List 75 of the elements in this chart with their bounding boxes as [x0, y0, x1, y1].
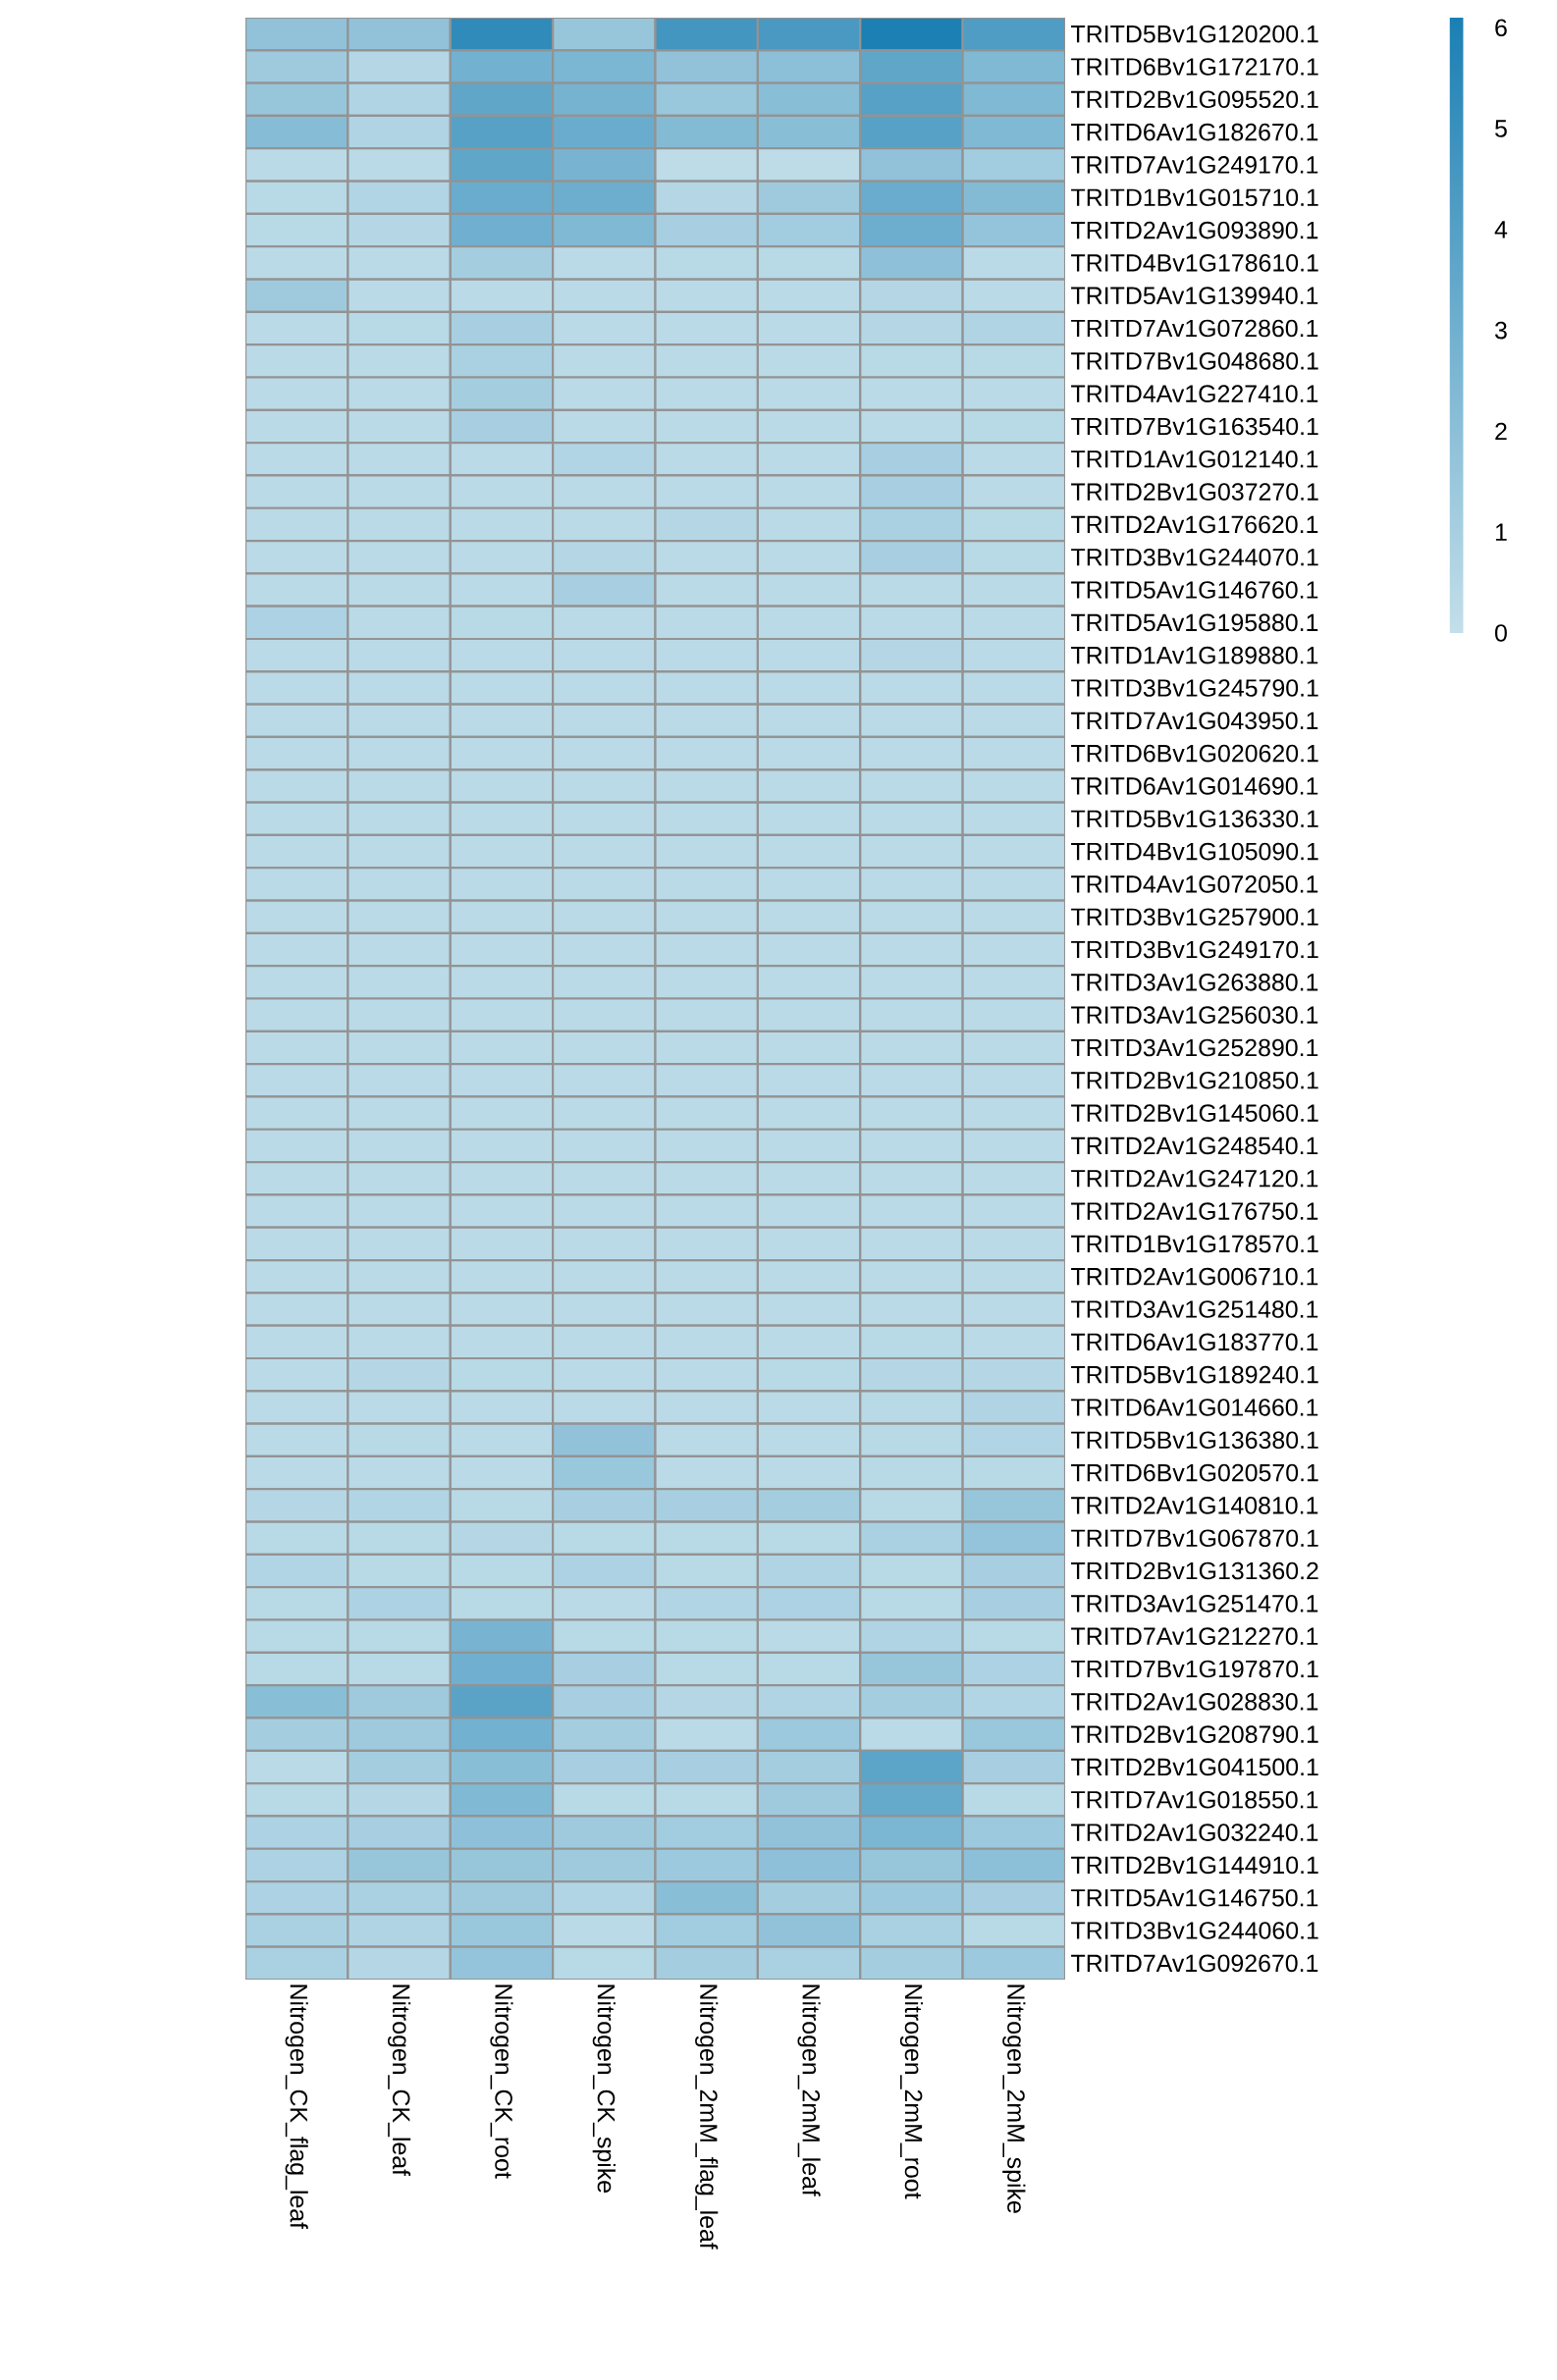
y-tick-label: TRITD1Bv1G015710.1 — [1071, 188, 1318, 207]
color-bar-label: 5 — [1495, 120, 1507, 137]
y-tick-label: TRITD2Bv1G210850.1 — [1071, 1071, 1318, 1089]
x-tick-label: Nitrogen_2mM_leaf — [797, 1984, 821, 2196]
y-tick-label: TRITD5Bv1G120200.1 — [1071, 25, 1318, 43]
color-bar-label: 3 — [1494, 321, 1507, 340]
y-tick-label: TRITD1Av1G189880.1 — [1071, 646, 1318, 664]
y-tick-label: TRITD2Bv1G144910.1 — [1071, 1856, 1318, 1875]
y-tick-label: TRITD3Bv1G244060.1 — [1071, 1922, 1318, 1939]
y-tick-label: TRITD4Av1G072050.1 — [1071, 875, 1318, 893]
y-tick-label: TRITD7Av1G018550.1 — [1071, 1790, 1318, 1809]
color-bar-label: 0 — [1495, 624, 1507, 642]
y-tick-label: TRITD5Bv1G136380.1 — [1071, 1431, 1318, 1450]
y-tick-label: TRITD5Bv1G136330.1 — [1071, 810, 1318, 828]
y-tick-label: TRITD6Av1G182670.1 — [1071, 123, 1318, 141]
y-tick-label: TRITD5Av1G146750.1 — [1071, 1888, 1318, 1907]
y-tick-label: TRITD6Av1G014690.1 — [1071, 777, 1318, 795]
y-tick-label: TRITD4Av1G227410.1 — [1071, 385, 1318, 402]
y-tick-label: TRITD2Av1G006710.1 — [1071, 1267, 1318, 1286]
y-tick-label: TRITD3Bv1G245790.1 — [1071, 679, 1318, 697]
y-tick-label: TRITD3Bv1G257900.1 — [1071, 908, 1318, 926]
y-tick-label: TRITD6Av1G183770.1 — [1071, 1333, 1318, 1351]
y-tick-label: TRITD7Bv1G067870.1 — [1071, 1529, 1318, 1548]
y-tick-label: TRITD2Bv1G131360.2 — [1071, 1561, 1318, 1580]
x-tick-label: Nitrogen_2mM_flag_leaf — [695, 1984, 719, 2249]
y-tick-label: TRITD7Av1G072860.1 — [1071, 319, 1318, 338]
y-tick-label: TRITD7Av1G212270.1 — [1071, 1627, 1318, 1645]
y-tick-label: TRITD3Av1G252890.1 — [1071, 1038, 1318, 1057]
y-tick-label: TRITD5Av1G139940.1 — [1071, 287, 1318, 305]
y-tick-label: TRITD3Av1G263880.1 — [1071, 974, 1318, 991]
x-tick-label: Nitrogen_2mM_root — [899, 1984, 924, 2199]
y-tick-label: TRITD7Bv1G197870.1 — [1071, 1660, 1318, 1678]
y-tick-label: TRITD2Av1G248540.1 — [1071, 1137, 1318, 1155]
y-tick-label: TRITD1Bv1G178570.1 — [1071, 1235, 1318, 1253]
y-tick-label: TRITD7Av1G092670.1 — [1071, 1954, 1318, 1973]
y-tick-label: TRITD2Av1G247120.1 — [1071, 1169, 1318, 1188]
y-tick-label: TRITD3Bv1G249170.1 — [1071, 940, 1318, 959]
y-tick-label: TRITD7Av1G043950.1 — [1071, 712, 1318, 730]
y-tick-label: TRITD6Bv1G020620.1 — [1071, 744, 1318, 763]
y-tick-label: TRITD2Bv1G095520.1 — [1071, 90, 1318, 109]
color-bar-label: 1 — [1495, 523, 1507, 541]
y-tick-label: TRITD2Av1G140810.1 — [1071, 1497, 1318, 1514]
y-tick-label: TRITD2Bv1G208790.1 — [1071, 1725, 1318, 1743]
x-tick-label: Nitrogen_CK_spike — [592, 1984, 616, 2193]
y-tick-label: TRITD3Av1G256030.1 — [1071, 1006, 1318, 1024]
y-tick-label: TRITD4Bv1G178610.1 — [1071, 254, 1318, 272]
y-tick-label: TRITD7Av1G249170.1 — [1071, 156, 1318, 174]
y-tick-label: TRITD5Bv1G189240.1 — [1071, 1365, 1318, 1384]
y-tick-label: TRITD6Bv1G172170.1 — [1071, 58, 1318, 76]
color-bar-label: 4 — [1494, 221, 1508, 238]
y-tick-label: TRITD1Av1G012140.1 — [1071, 450, 1318, 468]
x-tick-label: Nitrogen_CK_leaf — [387, 1984, 411, 2177]
y-tick-label: TRITD3Av1G251480.1 — [1071, 1300, 1318, 1318]
color-bar-label: 6 — [1495, 19, 1507, 37]
x-tick-label: Nitrogen_CK_flag_leaf — [285, 1984, 308, 2230]
color-bar-label: 2 — [1495, 422, 1507, 441]
y-tick-label: TRITD2Bv1G037270.1 — [1071, 483, 1318, 501]
y-tick-label: TRITD6Av1G014660.1 — [1071, 1399, 1318, 1416]
y-tick-label: TRITD2Av1G176620.1 — [1071, 515, 1318, 534]
y-tick-label: TRITD2Av1G028830.1 — [1071, 1692, 1318, 1711]
y-tick-label: TRITD7Bv1G163540.1 — [1071, 417, 1318, 436]
y-tick-label: TRITD2Av1G176750.1 — [1071, 1202, 1318, 1220]
y-tick-label: TRITD2Bv1G145060.1 — [1071, 1104, 1318, 1122]
y-tick-label: TRITD5Av1G195880.1 — [1071, 613, 1318, 632]
y-tick-label: TRITD3Av1G251470.1 — [1071, 1595, 1318, 1613]
y-tick-label: TRITD5Av1G146760.1 — [1071, 581, 1318, 599]
x-tick-label: Nitrogen_CK_root — [490, 1984, 513, 2179]
x-tick-label: Nitrogen_2mM_spike — [1002, 1984, 1026, 2213]
y-tick-label: TRITD2Av1G032240.1 — [1071, 1824, 1318, 1841]
y-tick-label: TRITD3Bv1G244070.1 — [1071, 548, 1318, 566]
y-tick-label: TRITD2Av1G093890.1 — [1071, 221, 1318, 239]
y-tick-label: TRITD2Bv1G041500.1 — [1071, 1758, 1318, 1776]
y-tick-label: TRITD6Bv1G020570.1 — [1071, 1463, 1318, 1482]
y-tick-label: TRITD7Bv1G048680.1 — [1071, 352, 1318, 370]
y-tick-label: TRITD4Bv1G105090.1 — [1071, 842, 1318, 861]
